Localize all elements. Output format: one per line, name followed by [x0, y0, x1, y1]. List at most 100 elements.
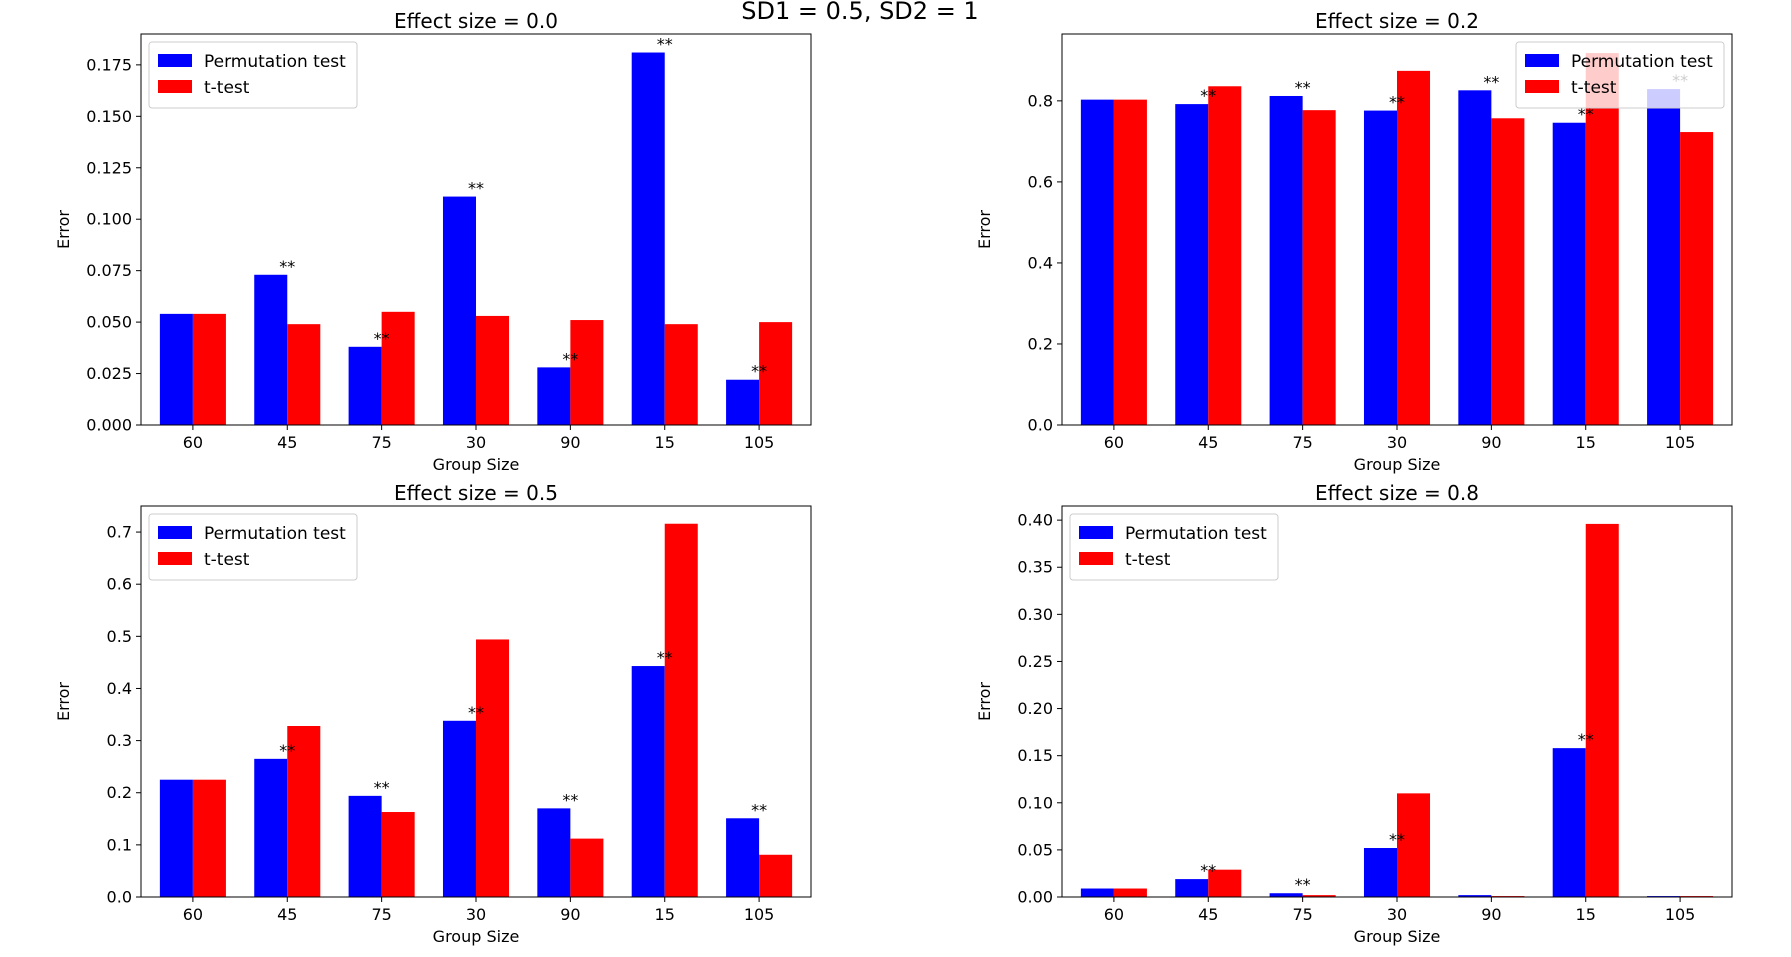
- y-tick-label: 0.6: [107, 575, 132, 594]
- x-tick-label: 60: [183, 905, 203, 924]
- ttest-bar-60: [1113, 888, 1147, 897]
- y-tick-label: 0.3: [107, 731, 132, 750]
- legend-box: [1069, 513, 1279, 581]
- y-tick-label: 0.2: [1028, 334, 1053, 353]
- x-axis-label: Group Size: [1354, 927, 1441, 946]
- legend-swatch-permutation: [1525, 54, 1559, 67]
- y-axis-label: Error: [975, 682, 994, 721]
- x-tick-label: 45: [277, 905, 297, 924]
- y-tick-label: 0.35: [1017, 558, 1053, 577]
- legend-label-ttest: t-test: [1571, 78, 1617, 98]
- ttest-bar-30: [1397, 70, 1431, 426]
- y-tick-label: 0.5: [107, 627, 132, 646]
- permutation-bar-90: [1458, 90, 1492, 425]
- legend-box: [148, 513, 358, 581]
- legend-swatch-permutation: [158, 526, 192, 539]
- y-tick-label: 0.4: [1028, 253, 1053, 272]
- ttest-bar-90: [570, 320, 604, 425]
- y-tick-label: 0.125: [86, 158, 132, 177]
- legend-label-ttest: t-test: [204, 78, 250, 98]
- x-axis-label: Group Size: [433, 455, 520, 474]
- ttest-bar-45: [287, 324, 321, 425]
- permutation-bar-60: [1080, 888, 1114, 897]
- permutation-bar-75: [1269, 95, 1303, 426]
- y-tick-label: 0.100: [86, 210, 132, 229]
- permutation-bar-15: [631, 666, 665, 897]
- permutation-bar-30: [442, 720, 476, 897]
- ttest-bar-90: [1491, 118, 1525, 425]
- y-tick-label: 0.6: [1028, 172, 1053, 191]
- x-tick-label: 15: [1576, 433, 1596, 452]
- y-tick-label: 0.40: [1017, 511, 1053, 530]
- chart-title: Effect size = 0.2: [1315, 9, 1479, 33]
- chart-panel-4: ** ** ** ** 0.00 0.05 0.10 0.15 0.20 0.25 0.30 0.35…: [975, 481, 1733, 946]
- x-tick-label: 90: [560, 433, 580, 452]
- ttest-bar-105: [759, 322, 793, 425]
- ttest-bar-75: [381, 812, 415, 897]
- significance-marker-105: **: [751, 800, 767, 819]
- permutation-bar-60: [1080, 99, 1114, 425]
- permutation-bar-105: [1647, 89, 1681, 425]
- permutation-bar-30: [1363, 110, 1397, 425]
- ttest-bar-90: [570, 838, 604, 897]
- permutation-bar-45: [254, 274, 288, 425]
- y-tick-label: 0.050: [86, 313, 132, 332]
- chart-panel-3: ** ** ** ** ** ** 0.0 0.1 0.2 0.3 0.4 0.5 0.6 0.7 60 45…: [54, 481, 812, 946]
- x-tick-label: 45: [1198, 905, 1218, 924]
- y-axis-label: Error: [54, 682, 73, 721]
- permutation-bar-90: [1458, 895, 1492, 897]
- y-tick-label: 0.0: [107, 888, 132, 907]
- x-tick-label: 30: [466, 433, 486, 452]
- legend-swatch-ttest: [158, 552, 192, 565]
- x-tick-label: 90: [1481, 905, 1501, 924]
- ttest-bar-15: [664, 324, 698, 425]
- y-axis-label: Error: [975, 210, 994, 249]
- permutation-bar-30: [1363, 848, 1397, 897]
- ttest-bar-105: [759, 854, 793, 897]
- ttest-bar-30: [476, 639, 510, 897]
- legend: Permutation test t-test: [1515, 41, 1725, 109]
- ttest-bar-75: [1302, 110, 1336, 426]
- x-tick-label: 75: [1292, 433, 1312, 452]
- significance-marker-30: **: [1389, 93, 1405, 112]
- legend-label-permutation: Permutation test: [204, 524, 346, 544]
- x-tick-label: 15: [1576, 905, 1596, 924]
- y-tick-label: 0.075: [86, 261, 132, 280]
- x-tick-label: 105: [744, 433, 775, 452]
- significance-marker-75: **: [1295, 875, 1311, 894]
- y-tick-label: 0.30: [1017, 605, 1053, 624]
- significance-marker-15: **: [657, 35, 673, 54]
- chart-panel-1: ** ** ** ** ** ** 0.000 0.025 0.050 0.075 0.100 0.1…: [54, 9, 812, 474]
- y-tick-label: 0.150: [86, 107, 132, 126]
- legend-box: [148, 41, 358, 109]
- legend-label-permutation: Permutation test: [1125, 524, 1267, 544]
- significance-marker-30: **: [468, 703, 484, 722]
- ttest-bar-45: [1208, 869, 1242, 897]
- chart-title: Effect size = 0.0: [394, 9, 558, 33]
- y-tick-label: 0.2: [107, 783, 132, 802]
- x-tick-label: 75: [1292, 905, 1312, 924]
- legend-label-ttest: t-test: [1125, 550, 1171, 570]
- y-tick-label: 0.15: [1017, 746, 1053, 765]
- legend-box: [1515, 41, 1725, 109]
- legend: Permutation test t-test: [148, 513, 358, 581]
- legend-label-ttest: t-test: [204, 550, 250, 570]
- ttest-bar-15: [1585, 523, 1619, 897]
- permutation-bar-60: [159, 313, 193, 425]
- ttest-bar-75: [1302, 895, 1336, 897]
- legend: Permutation test t-test: [1069, 513, 1279, 581]
- y-tick-label: 0.175: [86, 55, 132, 74]
- significance-marker-15: **: [1578, 105, 1594, 124]
- y-tick-label: 0.000: [86, 416, 132, 435]
- ttest-bar-15: [1585, 53, 1619, 425]
- x-tick-label: 60: [1104, 433, 1124, 452]
- x-tick-label: 105: [1665, 433, 1696, 452]
- y-tick-label: 0.00: [1017, 888, 1053, 907]
- significance-marker-45: **: [1200, 86, 1216, 105]
- legend-swatch-ttest: [1525, 80, 1559, 93]
- permutation-bar-45: [1175, 879, 1209, 897]
- x-tick-label: 105: [1665, 905, 1696, 924]
- x-tick-label: 75: [371, 905, 391, 924]
- x-tick-label: 45: [1198, 433, 1218, 452]
- permutation-bar-75: [348, 795, 382, 897]
